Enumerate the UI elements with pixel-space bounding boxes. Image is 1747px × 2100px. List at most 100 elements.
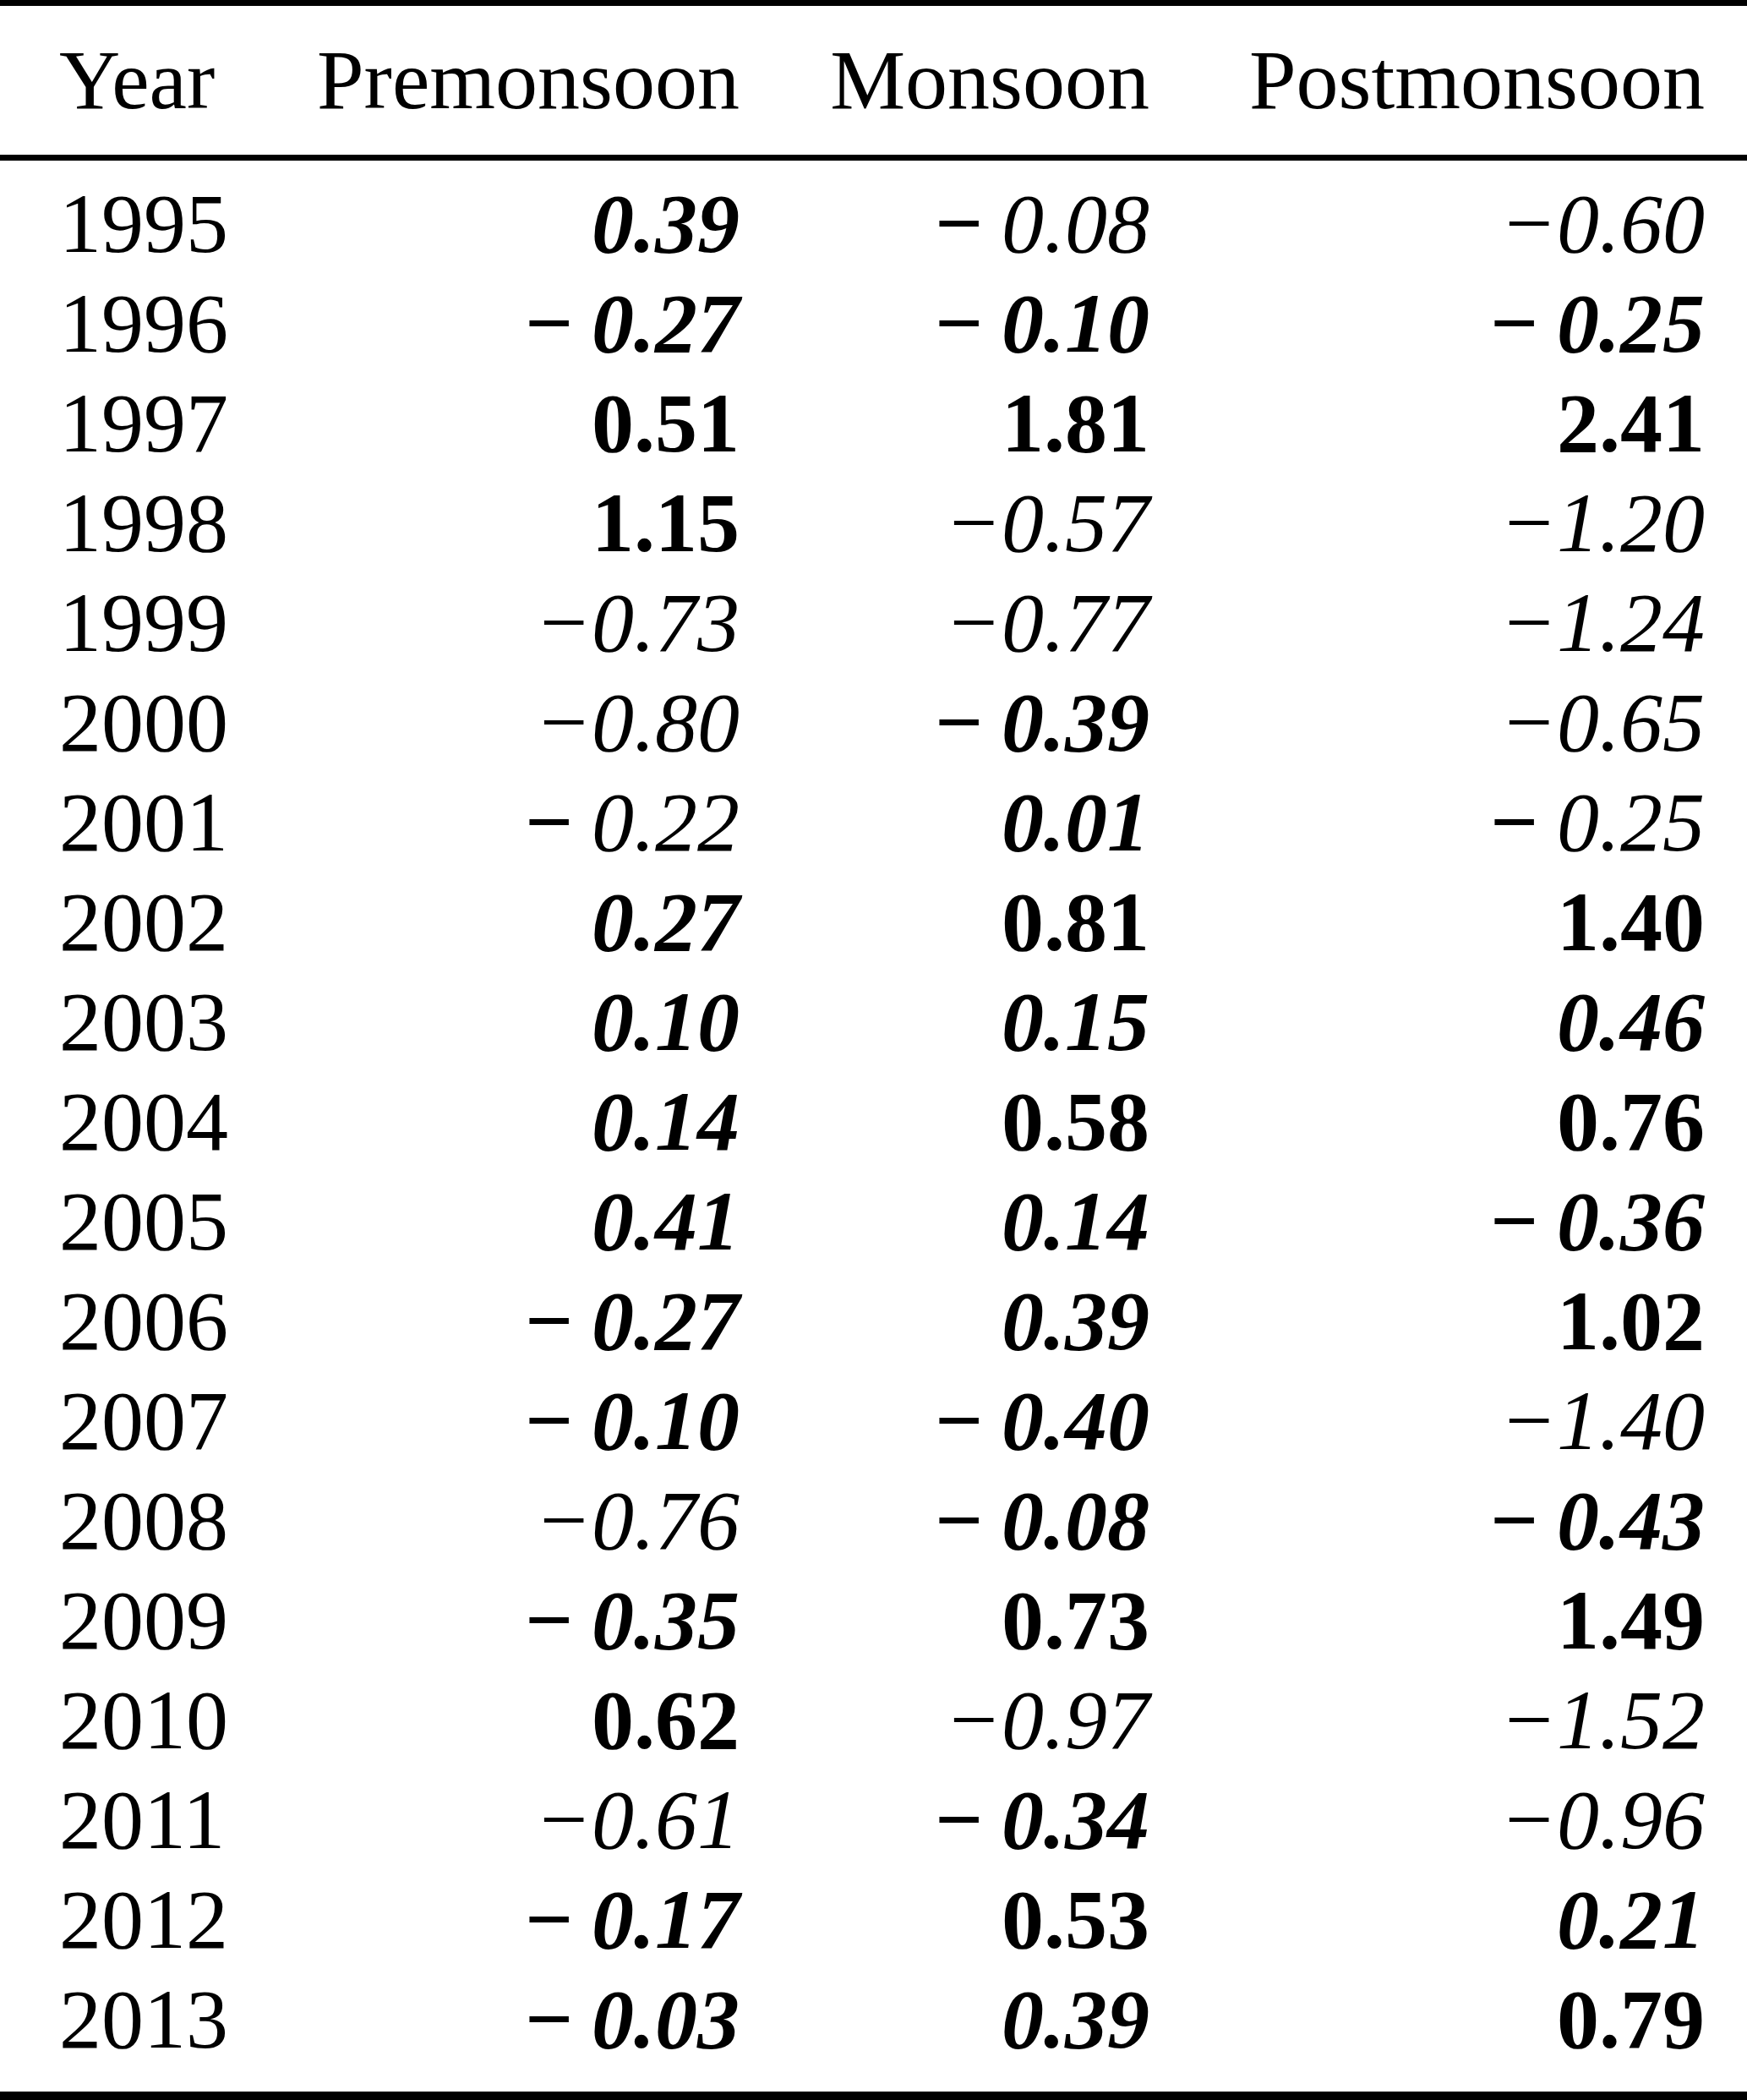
premonsoon-value: 0.62 [237,1671,740,1770]
premonsoon-value: −0.80 [237,673,740,773]
year-cell: 2006 [0,1271,237,1371]
premonsoon-value: −0.61 [237,1770,740,1870]
year-cell: 1996 [0,274,237,374]
postmonsoon-value: −1.40 [1149,1371,1747,1471]
value-text: 1.49 [1557,1573,1705,1667]
postmonsoon-value: 0.46 [1149,972,1747,1072]
column-header-premonsoon: Premonsoon [237,6,740,155]
year-cell: 2009 [0,1571,237,1671]
table-body: 19950.39−0.08−0.601996−0.27−0.10−0.25199… [0,161,1747,2070]
year-cell: 2001 [0,773,237,872]
postmonsoon-value: −0.96 [1149,1770,1747,1870]
value-text: 0.46 [1557,975,1705,1069]
value-text: 0.10 [592,1374,740,1468]
premonsoon-value: −0.03 [237,1970,740,2070]
table-row: 2002 0.27 0.81 1.40 [0,872,1747,972]
premonsoon-value: 1.15 [237,473,740,573]
monsoon-value: 0.39 [740,1970,1149,2070]
table-row: 1996−0.27−0.10−0.25 [0,274,1747,374]
value-text: −1.40 [1500,1374,1705,1468]
value-text: −1.24 [1500,576,1705,670]
minus-sign: − [525,1972,573,2066]
value-text: 0.39 [592,177,740,271]
monsoon-value: 0.73 [740,1571,1149,1671]
value-text: −0.57 [945,476,1149,570]
monsoon-value: 0.39 [740,1271,1149,1371]
table-row: 2007−0.10−0.40−1.40 [0,1371,1747,1471]
value-text: 0.10 [592,975,740,1069]
premonsoon-value: −0.73 [237,573,740,673]
value-text: 1.40 [1557,875,1705,969]
premonsoon-value: −0.22 [237,773,740,872]
value-text: 0.25 [1557,775,1705,869]
table-row: 1999−0.73 −0.77 −1.24 [0,573,1747,673]
postmonsoon-value: −0.43 [1149,1471,1747,1571]
value-text: −0.77 [945,576,1149,670]
value-text: 0.76 [1557,1075,1705,1168]
value-text: 0.03 [592,1972,740,2066]
postmonsoon-value: −0.60 [1149,174,1747,274]
minus-sign: − [525,775,573,869]
value-text: 0.35 [592,1573,740,1667]
value-text: 0.41 [592,1174,740,1268]
table-row: 20040.140.580.76 [0,1072,1747,1172]
value-text: 0.01 [1002,775,1149,869]
value-text: 0.81 [1002,875,1149,969]
monsoon-value: −0.77 [740,573,1149,673]
minus-sign: − [1490,1474,1538,1567]
value-text: 0.27 [592,276,740,370]
table-row: 2011−0.61−0.34−0.96 [0,1770,1747,1870]
table-row: 19970.511.812.41 [0,374,1747,473]
value-text: 0.08 [1002,177,1149,271]
year-cell: 2002 [0,872,237,972]
premonsoon-value: −0.10 [237,1371,740,1471]
table-row: 2009−0.350.731.49 [0,1571,1747,1671]
monsoon-value: 1.81 [740,374,1149,473]
monsoon-value: 0.14 [740,1172,1149,1271]
minus-sign: − [1490,276,1538,370]
minus-sign: − [525,1274,573,1368]
value-text: −0.96 [1500,1773,1705,1867]
year-cell: 1999 [0,573,237,673]
table-row: 2001−0.220.01−0.25 [0,773,1747,872]
table-row: 2008−0.76−0.08−0.43 [0,1471,1747,1571]
postmonsoon-value: 1.02 [1149,1271,1747,1371]
premonsoon-value: 0.14 [237,1072,740,1172]
value-text: −0.80 [535,675,740,769]
minus-sign: − [525,276,573,370]
premonsoon-value: 0.39 [237,174,740,274]
value-text: 0.14 [592,1075,740,1168]
value-text: −0.97 [945,1673,1149,1767]
value-text: 0.40 [1002,1374,1149,1468]
monsoon-value: −0.40 [740,1371,1149,1471]
seasonal-values-table: Year Premonsoon Monsoon Postmonsoon 1995… [0,0,1747,2100]
minus-sign: − [935,177,983,271]
value-text: 0.73 [1002,1573,1149,1667]
value-text: −0.61 [535,1773,740,1867]
year-cell: 2010 [0,1671,237,1770]
postmonsoon-value: −1.24 [1149,573,1747,673]
value-text: 0.21 [1557,1873,1705,1966]
year-cell: 2007 [0,1371,237,1471]
postmonsoon-value: 2.41 [1149,374,1747,473]
value-text: 0.43 [1557,1474,1705,1567]
value-text: 0.36 [1557,1174,1705,1268]
monsoon-value: 0.81 [740,872,1149,972]
monsoon-value: 0.58 [740,1072,1149,1172]
value-text: 0.53 [1002,1873,1149,1966]
postmonsoon-value: −1.20 [1149,473,1747,573]
value-text: −1.52 [1500,1673,1705,1767]
value-text: 0.08 [1002,1474,1149,1567]
minus-sign: − [935,675,983,769]
monsoon-value: −0.34 [740,1770,1149,1870]
value-text: 0.27 [592,875,740,969]
minus-sign: − [1490,775,1538,869]
premonsoon-value: −0.76 [237,1471,740,1571]
monsoon-value: −0.08 [740,1471,1149,1571]
value-text: 2.41 [1557,376,1705,470]
monsoon-value: 0.53 [740,1870,1149,1970]
value-text: 1.81 [1002,376,1149,470]
minus-sign: − [935,1474,983,1567]
postmonsoon-value: 1.49 [1149,1571,1747,1671]
minus-sign: − [525,1374,573,1468]
